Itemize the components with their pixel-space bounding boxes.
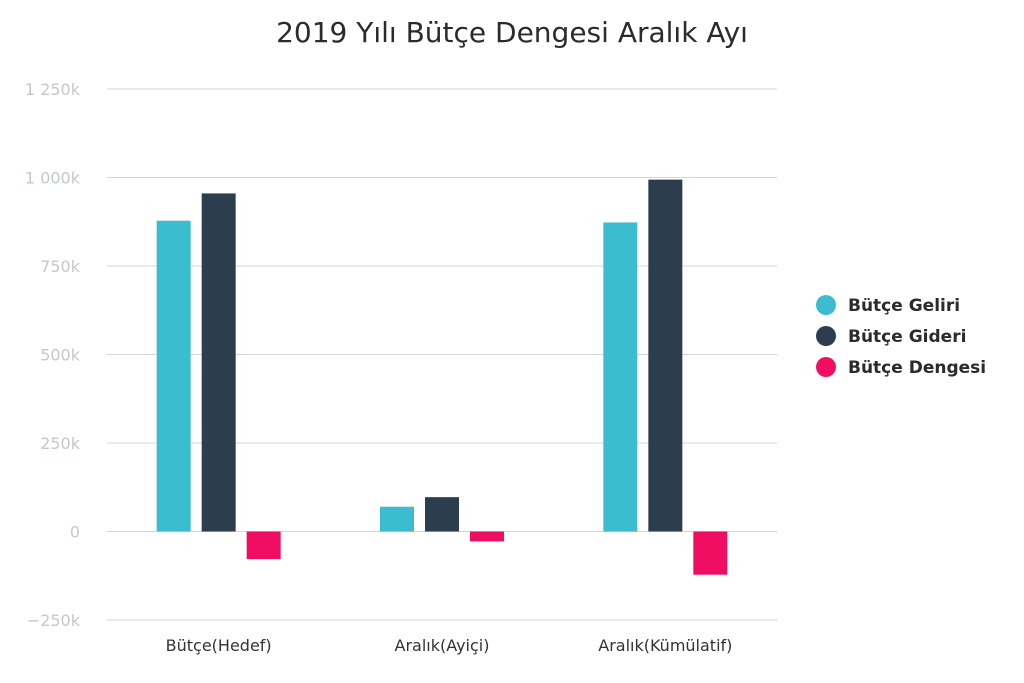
- bar-bütçe-geliri: [380, 506, 414, 532]
- legend: Bütçe Geliri Bütçe Gideri Bütçe Dengesi: [816, 295, 986, 378]
- chart-title: 2019 Yılı Bütçe Dengesi Aralık Ayı: [276, 16, 748, 49]
- legend-label: Bütçe Dengesi: [848, 358, 986, 378]
- bar-bütçe-geliri: [603, 222, 638, 532]
- y-tick-label: 1 000k: [25, 169, 81, 188]
- legend-marker: [816, 326, 836, 346]
- y-tick-label: 250k: [40, 434, 81, 453]
- legend-label: Bütçe Gideri: [848, 327, 966, 347]
- bars: [156, 179, 728, 575]
- x-tick-label: Aralık(Kümülatif): [598, 636, 732, 655]
- bar-bütçe-gideri: [201, 193, 236, 532]
- x-axis-ticks: Bütçe(Hedef) Aralık(Ayiçi) Aralık(Kümülati…: [166, 636, 733, 655]
- y-tick-label: 750k: [40, 257, 81, 276]
- bar-bütçe-dengesi: [470, 531, 504, 542]
- legend-marker: [816, 357, 836, 377]
- y-tick-label: 0: [70, 523, 80, 542]
- bar-bütçe-gideri: [425, 497, 459, 532]
- bar-bütçe-gideri: [648, 179, 683, 532]
- legend-label: Bütçe Geliri: [848, 296, 960, 316]
- x-tick-label: Aralık(Ayiçi): [395, 636, 490, 655]
- legend-marker: [816, 295, 836, 315]
- y-tick-label: 500k: [40, 346, 81, 365]
- y-tick-label: 1 250k: [25, 80, 81, 99]
- y-tick-label: −250k: [27, 611, 81, 630]
- y-axis-ticks: −250k 0 250k 500k 750k 1 000k 1 250k: [25, 80, 81, 630]
- bar-bütçe-dengesi: [693, 531, 728, 575]
- bar-bütçe-dengesi: [246, 531, 281, 560]
- x-tick-label: Bütçe(Hedef): [166, 636, 272, 655]
- bar-bütçe-geliri: [156, 220, 191, 532]
